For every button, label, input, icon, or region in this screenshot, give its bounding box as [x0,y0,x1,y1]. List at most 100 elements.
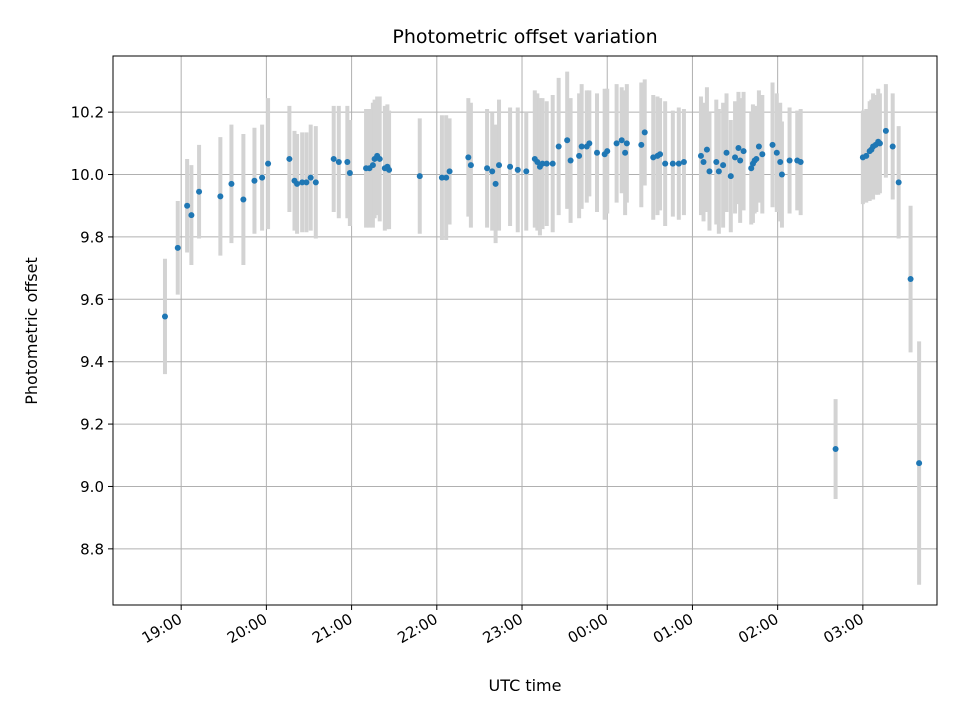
data-point [578,143,585,150]
data-point [735,145,742,152]
data-point [594,149,601,156]
plot-frame [112,55,938,606]
data-point [330,155,337,162]
data-point [713,159,720,166]
data-point [832,446,839,453]
data-point [638,141,645,148]
data-point [613,140,620,147]
data-point [623,140,630,147]
data-point [507,163,514,170]
data-point [489,168,496,175]
data-point [907,276,914,283]
data-point [769,141,776,148]
data-point [543,160,550,167]
data-point [700,159,707,166]
data-points [161,127,923,467]
data-point [778,171,785,178]
data-point [715,168,722,175]
data-point [161,313,168,320]
data-point [228,180,235,187]
data-point [307,174,314,181]
data-point [465,154,472,161]
data-point [539,160,546,167]
data-point [369,162,376,169]
data-point [438,174,445,181]
data-point [675,160,682,167]
data-point [188,212,195,219]
chart-title: Photometric offset variation [392,26,657,48]
data-point [622,149,629,156]
data-point [889,143,896,150]
data-point [797,159,804,166]
data-point [523,168,530,175]
data-point [335,159,342,166]
y-tick-label: 9.0 [80,478,104,496]
data-point [662,160,669,167]
data-point [863,152,870,159]
data-point [740,148,747,155]
data-point [443,174,450,181]
data-point [265,160,272,167]
data-point [259,174,266,181]
data-point [496,162,503,169]
data-point [303,179,310,186]
data-point [534,159,541,166]
data-point [882,127,889,134]
data-point [567,157,574,164]
data-point [895,179,902,186]
data-point [576,152,583,159]
data-point [492,180,499,187]
data-point [706,168,713,175]
data-point [759,151,766,158]
data-point [604,148,611,155]
y-tick-label: 10.0 [71,166,104,184]
y-tick-label: 9.6 [80,291,104,309]
data-point [657,151,664,158]
x-axis-title: UTC time [489,676,562,695]
data-point [346,169,353,176]
y-tick-label: 9.8 [80,228,104,246]
data-point [376,155,383,162]
y-tick-label: 9.2 [80,416,104,434]
data-point [386,166,393,173]
data-point [720,162,727,169]
data-point [294,180,301,187]
data-point [514,166,521,173]
data-point [703,146,710,153]
data-point [446,168,453,175]
data-point [312,179,319,186]
data-point [416,173,423,180]
data-point [586,140,593,147]
data-point [737,157,744,164]
data-point [755,143,762,150]
data-point [641,129,648,136]
data-point [555,143,562,150]
data-point [753,155,760,162]
data-point [727,173,734,180]
data-point [916,460,923,467]
data-point [680,159,687,166]
data-point [723,149,730,156]
y-tick-label: 8.8 [80,540,104,558]
data-point [174,244,181,251]
data-point [773,149,780,156]
data-point [669,160,676,167]
data-point [240,196,247,203]
data-point [564,137,571,144]
data-point [484,165,491,172]
data-point [286,155,293,162]
y-tick-label: 10.2 [71,104,104,122]
data-point [299,179,306,186]
data-point [786,157,793,164]
data-point [217,193,224,200]
data-point [549,160,556,167]
data-point [697,152,704,159]
data-point [876,140,883,147]
data-point [196,188,203,195]
data-point [251,177,258,184]
data-point [748,165,755,172]
data-point [184,202,191,209]
data-point [344,159,351,166]
y-axis: 8.8 9.0 9.2 9.4 9.6 9.8 10.0 10.2 [71,104,113,558]
